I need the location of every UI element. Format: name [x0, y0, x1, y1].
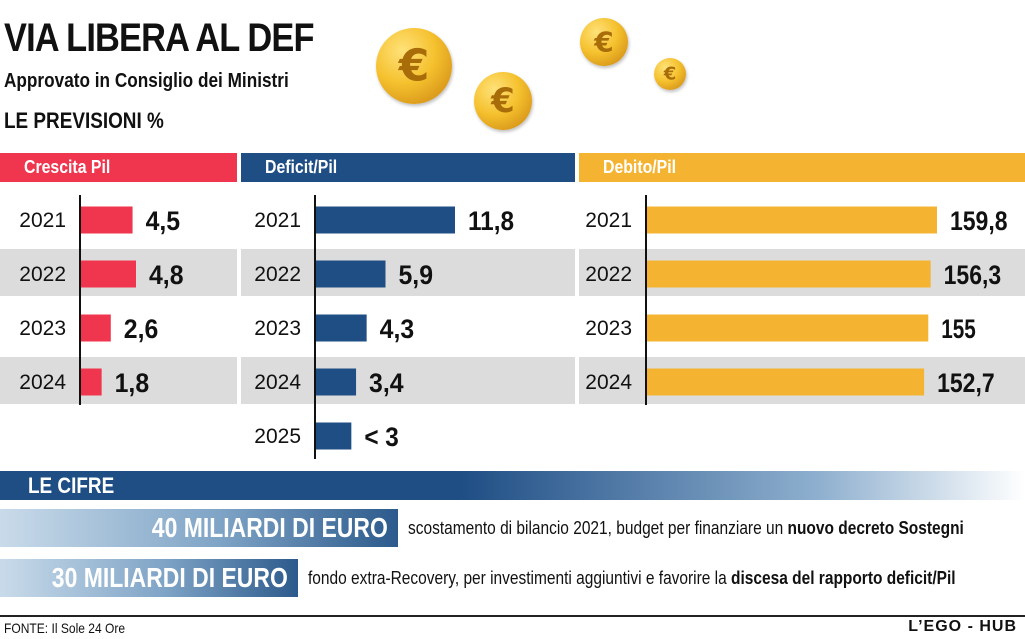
year-label: 2024 [19, 371, 66, 394]
year-label: 2021 [254, 209, 301, 232]
row-band [241, 249, 575, 296]
value-label: 4,8 [149, 260, 184, 290]
value-label: 11,8 [468, 206, 514, 236]
euro-coin-icon: € [474, 72, 532, 130]
bar-charts: 2021 4,5 2022 4,8 2023 2,6 2024 1,8 2021 11,8 2022… [19, 195, 1008, 459]
year-label: 2023 [19, 317, 66, 340]
figure-description: scostamento di bilancio 2021, budget per… [408, 518, 964, 538]
value-label: 156,3 [944, 260, 1002, 290]
panel-header-crescita: Crescita Pil [0, 153, 237, 182]
bar [81, 314, 111, 342]
bar [647, 260, 931, 288]
year-label: 2025 [254, 425, 301, 448]
year-label: 2021 [19, 209, 66, 232]
value-label: 159,8 [950, 206, 1008, 236]
value-label: 3,4 [369, 368, 404, 398]
figure-amount: 40 MILIARDI DI EURO [0, 509, 398, 547]
year-label: 2024 [585, 371, 632, 394]
value-label: 152,7 [937, 368, 995, 398]
value-label: 1,8 [115, 368, 150, 398]
bar [316, 314, 367, 342]
value-label: < 3 [364, 422, 399, 452]
bar [647, 206, 937, 234]
bar [316, 260, 386, 288]
euro-coin-icon: € [654, 58, 686, 90]
bar [316, 368, 357, 396]
year-label: 2022 [19, 263, 66, 286]
euro-coin-icon: € [580, 18, 628, 66]
bar [647, 314, 929, 342]
bar [81, 206, 133, 234]
panel-header-debito: Debito/Pil [579, 153, 1025, 182]
value-label: 2,6 [124, 314, 158, 344]
source-note: FONTE: Il Sole 24 Ore [4, 620, 126, 636]
bar [647, 368, 925, 396]
year-label: 2021 [585, 209, 632, 232]
year-label: 2024 [254, 371, 301, 394]
year-label: 2023 [585, 317, 632, 340]
value-label: 4,3 [380, 314, 415, 344]
section-title: LE PREVISIONI % [4, 108, 164, 133]
brand-logo: L’EGO - HUB [908, 618, 1017, 635]
figure-amount: 30 MILIARDI DI EURO [0, 559, 298, 597]
footer-divider [0, 615, 1025, 617]
year-label: 2022 [254, 263, 301, 286]
row-band [0, 357, 237, 404]
bar [81, 260, 136, 288]
value-label: 5,9 [399, 260, 434, 290]
year-label: 2022 [585, 263, 632, 286]
figure-row-2: 30 MILIARDI DI EURO fondo extra-Recovery… [0, 559, 1025, 597]
row-band [241, 357, 575, 404]
bar [316, 206, 455, 234]
figure-row-1: 40 MILIARDI DI EURO scostamento di bilan… [0, 509, 1025, 547]
panel-header-deficit: Deficit/Pil [241, 153, 575, 182]
bar [81, 368, 102, 396]
bar [316, 422, 352, 450]
year-label: 2023 [254, 317, 301, 340]
page-title: VIA LIBERA AL DEF [4, 16, 315, 60]
figure-description: fondo extra-Recovery, per investimenti a… [308, 568, 956, 588]
cifre-header: LE CIFRE [0, 471, 1025, 500]
euro-coin-icon: € [376, 28, 452, 104]
value-label: 155 [941, 314, 976, 344]
value-label: 4,5 [146, 206, 181, 236]
page-subtitle: Approvato in Consiglio dei Ministri [4, 70, 289, 92]
